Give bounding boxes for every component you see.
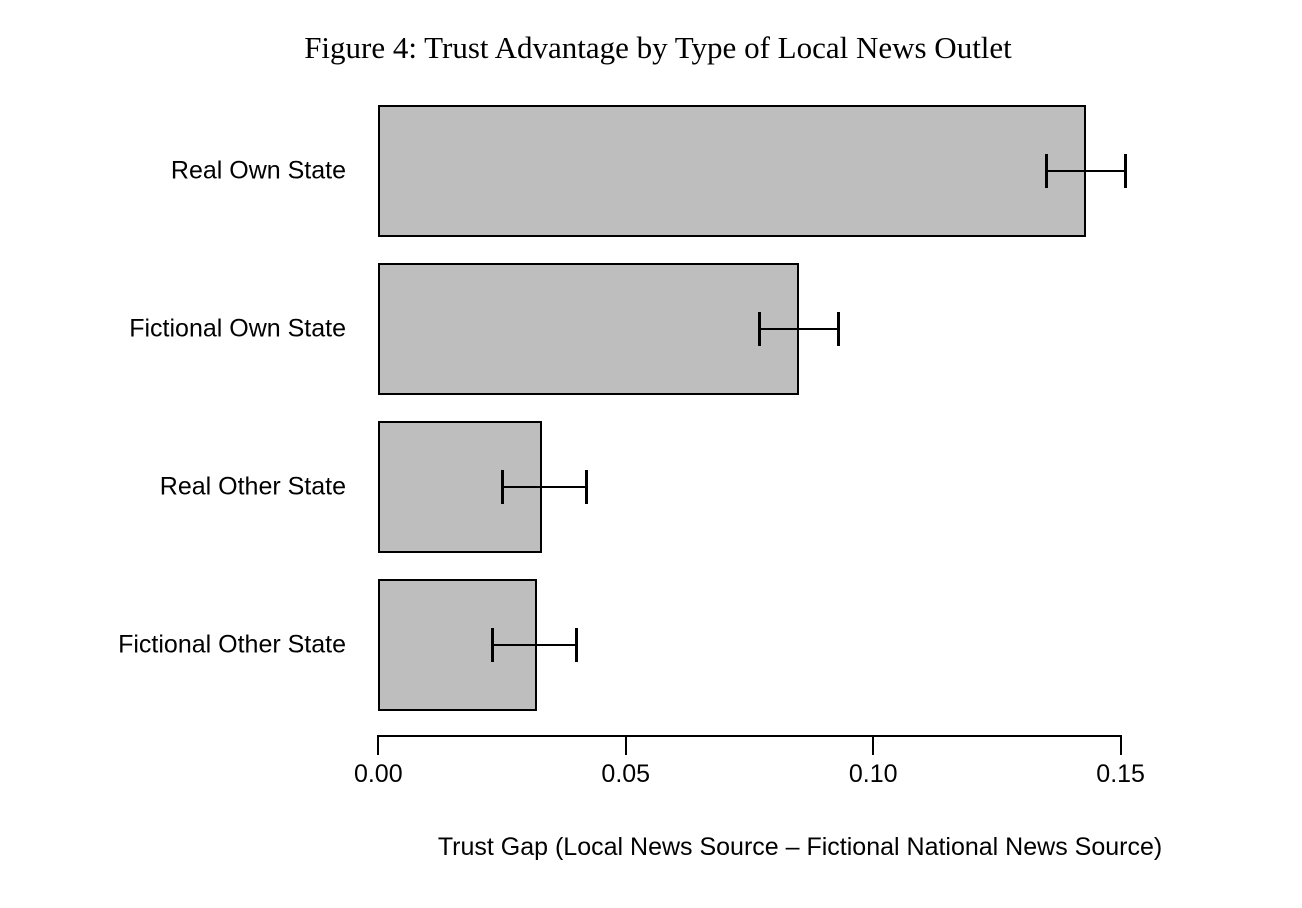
x-axis-tick-label: 0.10 bbox=[848, 760, 898, 788]
x-axis bbox=[378, 735, 1121, 737]
error-bar bbox=[759, 327, 839, 331]
error-bar-cap-low bbox=[500, 470, 504, 504]
error-bar-cap-high bbox=[574, 628, 578, 662]
error-bar-cap-low bbox=[1044, 154, 1048, 188]
error-bar-cap-high bbox=[584, 470, 588, 504]
bar-label: Real Other State bbox=[159, 472, 346, 501]
x-axis-tick-label: 0.00 bbox=[353, 760, 403, 788]
error-bar bbox=[502, 485, 587, 489]
bar bbox=[378, 105, 1086, 237]
error-bar bbox=[492, 643, 577, 647]
x-axis-tick bbox=[624, 735, 627, 755]
bar-label: Real Own State bbox=[170, 156, 346, 185]
bar-label: Fictional Own State bbox=[129, 314, 346, 343]
error-bar-cap-high bbox=[1124, 154, 1128, 188]
error-bar-cap-low bbox=[757, 312, 761, 346]
x-axis-tick-label: 0.15 bbox=[1096, 760, 1145, 788]
figure-title: Figure 4: Trust Advantage by Type of Loc… bbox=[304, 30, 1012, 65]
x-axis-tick bbox=[377, 735, 380, 755]
error-bar-cap-low bbox=[490, 628, 494, 662]
x-axis-tick-label: 0.05 bbox=[601, 760, 651, 788]
error-bar-cap-high bbox=[837, 312, 841, 346]
x-axis-label: Trust Gap (Local News Source – Fictional… bbox=[437, 833, 1163, 861]
x-axis-tick bbox=[872, 735, 875, 755]
x-axis-tick bbox=[1119, 735, 1122, 755]
error-bar bbox=[1046, 169, 1126, 173]
bar-label: Fictional Other State bbox=[118, 630, 346, 659]
bar bbox=[378, 263, 799, 395]
